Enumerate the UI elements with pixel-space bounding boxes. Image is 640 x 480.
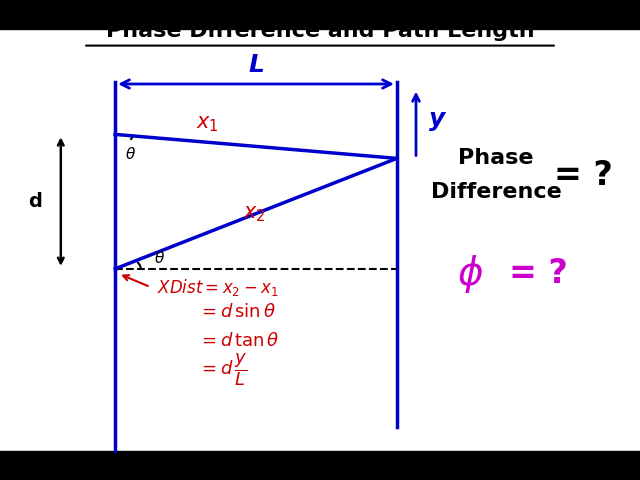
- Text: Phase Difference and Path Length: Phase Difference and Path Length: [106, 21, 534, 41]
- Text: $= d\,\dfrac{y}{L}$: $= d\,\dfrac{y}{L}$: [198, 351, 248, 388]
- Text: $XDist = x_2 - x_1$: $XDist = x_2 - x_1$: [157, 276, 278, 298]
- Text: $= d\,\tan\theta$: $= d\,\tan\theta$: [198, 332, 280, 350]
- Text: $\theta$: $\theta$: [154, 251, 164, 266]
- Text: Phase: Phase: [458, 148, 534, 168]
- Text: $x_2$: $x_2$: [243, 204, 266, 224]
- Text: = ?: = ?: [554, 159, 612, 192]
- Text: = ?: = ?: [509, 257, 568, 290]
- Text: $= d\,\sin\theta$: $= d\,\sin\theta$: [198, 303, 276, 321]
- Text: d: d: [28, 192, 42, 211]
- Text: $\theta$: $\theta$: [125, 146, 136, 162]
- Text: $\phi$: $\phi$: [457, 252, 484, 295]
- Text: L: L: [248, 53, 264, 77]
- Text: $x_1$: $x_1$: [196, 114, 219, 133]
- Text: Difference: Difference: [431, 182, 561, 202]
- Text: y: y: [429, 107, 445, 131]
